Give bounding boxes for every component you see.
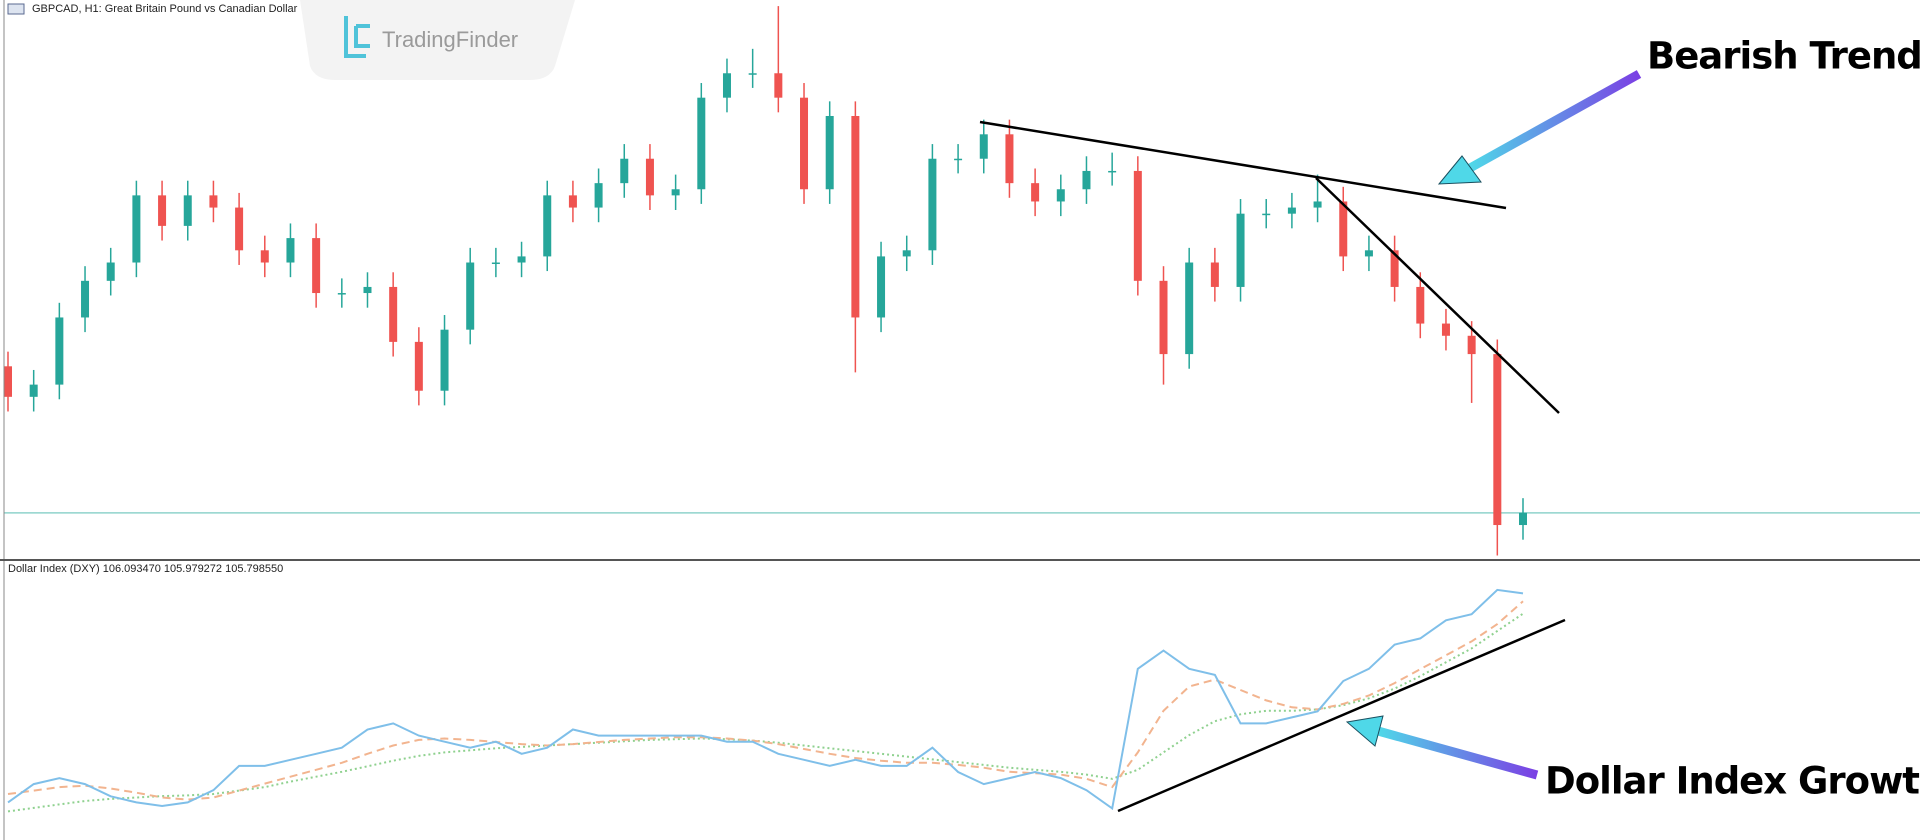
candle-body — [902, 250, 911, 257]
candle-body — [132, 195, 141, 263]
logo-panel — [300, 0, 575, 80]
candle-body — [979, 134, 988, 159]
candle-body — [1108, 170, 1117, 173]
candle-body — [543, 195, 552, 257]
candle-body — [1185, 262, 1194, 355]
annotation: Dollar Index Growth — [1545, 760, 1920, 803]
candle-body — [286, 238, 295, 263]
candle-body — [81, 280, 90, 318]
candle-body — [594, 183, 603, 208]
candle-body — [1390, 250, 1399, 287]
candle-body — [1467, 335, 1476, 355]
candle-body — [466, 262, 475, 330]
candle-body — [158, 195, 167, 226]
trend-line — [1315, 177, 1560, 414]
candle-body — [337, 293, 346, 295]
candle-body — [1262, 213, 1271, 216]
candle-body — [1210, 262, 1219, 287]
candle-body — [106, 262, 115, 281]
indicator-line — [7, 612, 1524, 813]
candle-body — [209, 195, 218, 208]
candle-body — [748, 73, 757, 75]
candle-body — [363, 286, 372, 294]
candle-body — [1339, 201, 1348, 257]
arrow — [1437, 70, 1642, 185]
annotation: Bearish Trend — [1647, 35, 1920, 78]
logo-icon — [344, 16, 370, 58]
candle-body — [55, 317, 64, 385]
candle-body — [29, 384, 38, 397]
candle-body — [517, 256, 526, 263]
price-panel — [4, 6, 1920, 556]
candle-body — [800, 97, 809, 190]
candle-body — [1416, 286, 1425, 324]
candle-body — [312, 238, 321, 294]
candle-body — [671, 189, 680, 196]
candle-body — [825, 115, 834, 190]
candle-body — [414, 341, 423, 391]
symbol-title: GBPCAD, H1: Great Britain Pound vs Canad… — [32, 3, 298, 15]
window-icon — [7, 3, 25, 15]
candle-body — [645, 158, 654, 196]
candle-body — [954, 158, 963, 161]
candle-body — [568, 195, 577, 208]
candle-body — [1236, 213, 1245, 287]
candle-body — [491, 262, 500, 265]
candle-body — [1031, 183, 1040, 202]
indicator-line — [7, 600, 1524, 801]
candle-body — [1441, 323, 1450, 336]
candle-body — [440, 329, 449, 391]
candle-body — [1082, 170, 1091, 190]
candle-body — [235, 207, 244, 251]
candle-body — [1056, 189, 1065, 202]
arrow — [1345, 715, 1539, 780]
candle-body — [620, 158, 629, 184]
candle-body — [877, 256, 886, 318]
candle-body — [928, 158, 937, 251]
candle-body — [1519, 512, 1527, 526]
candle-body — [1364, 250, 1373, 257]
candle-body — [1159, 280, 1168, 355]
candle-body — [1005, 134, 1014, 184]
candle-body — [774, 73, 783, 98]
indicator-line — [7, 588, 1524, 811]
candle-body — [697, 97, 706, 190]
trend-line — [979, 120, 1507, 210]
candle-body — [1287, 207, 1296, 214]
indicator-panel — [7, 588, 1524, 813]
candle-body — [1133, 170, 1142, 281]
candle-body — [4, 366, 12, 397]
candle-body — [851, 115, 860, 318]
trend-line — [1117, 618, 1566, 813]
candle-body — [389, 286, 398, 342]
candle-body — [722, 73, 731, 98]
candle-body — [1493, 354, 1502, 526]
candle-body — [1313, 201, 1322, 208]
candle-body — [260, 250, 269, 263]
watermark: TradingFinder — [382, 27, 518, 52]
candle-body — [183, 195, 192, 226]
indicator-title: Dollar Index (DXY) 106.093470 105.979272… — [8, 563, 283, 575]
